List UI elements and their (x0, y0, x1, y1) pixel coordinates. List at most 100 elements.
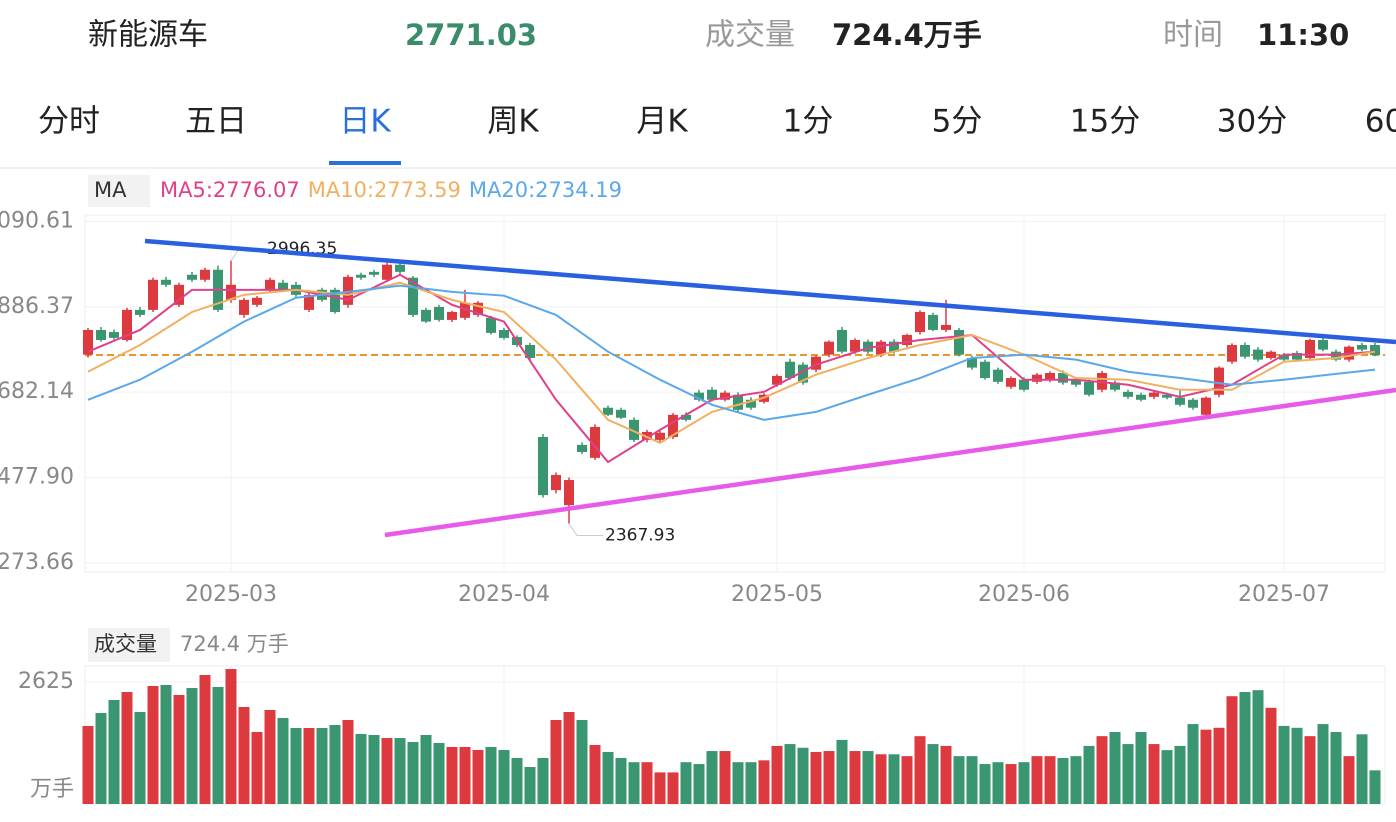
volume-bar (134, 712, 146, 804)
candle-body (668, 414, 678, 437)
tab[interactable]: 五日 (185, 104, 247, 140)
volume-bar (420, 735, 432, 804)
candle-body (200, 269, 210, 280)
legend-entry: MA20:2734.19 (469, 178, 622, 202)
volume-bar (628, 762, 640, 804)
volume-bar (472, 750, 484, 804)
volume-bar (1265, 707, 1277, 804)
volume-bar (823, 751, 835, 804)
y-tick-label: 2682.14 (0, 379, 74, 404)
index-price: 2771.03 (405, 18, 537, 52)
volume-bar (667, 772, 679, 804)
candle-body (148, 279, 158, 310)
candle-body (993, 369, 1003, 382)
candle-body (642, 431, 652, 440)
volume-bar (615, 758, 627, 804)
volume-bar (745, 762, 757, 804)
support-line (384, 387, 1396, 538)
volume-bar (394, 738, 406, 804)
candle-body (1136, 394, 1146, 400)
candle-body (837, 329, 847, 352)
volume-bar (459, 746, 471, 804)
volume-bar (836, 739, 848, 804)
candle-body (1110, 382, 1120, 390)
volume-bar (849, 751, 861, 804)
volume-bar (1122, 744, 1134, 804)
tab[interactable]: 周K (487, 104, 539, 140)
tab[interactable]: 60分 (1365, 104, 1396, 140)
candle-body (161, 279, 171, 285)
candle-body (1084, 381, 1094, 395)
candle-body (824, 341, 834, 355)
volume-bar (433, 742, 445, 804)
ma-line (87, 284, 1376, 421)
candle-body (902, 334, 912, 346)
volume-bar (82, 725, 94, 804)
volume-bar (212, 687, 224, 804)
candle-body (486, 317, 496, 333)
volume-value: 724.4万手 (832, 18, 982, 52)
y-tick-label: 2273.66 (0, 550, 74, 575)
volume-bar (966, 756, 978, 804)
candle-body (304, 294, 314, 310)
x-tick-label: 2025-07 (1238, 582, 1330, 607)
y-tick-label: 2886.37 (0, 294, 74, 319)
candle-body (590, 426, 600, 458)
candle-body (187, 274, 197, 280)
volume-bar (238, 706, 250, 804)
volume-bar (108, 700, 120, 804)
candle-body (954, 329, 964, 355)
volume-bar (771, 745, 783, 804)
volume-bar (186, 688, 198, 804)
legend-box (88, 175, 150, 207)
candle-body (980, 361, 990, 379)
candle-body (577, 444, 587, 453)
volume-chart: 2625 万手 (18, 665, 1386, 805)
candle-body (1292, 352, 1302, 360)
volume-bar (368, 735, 380, 804)
price-chart: 3090.61 2886.37 2682.14 2477.90 2273.66 2025-… (0, 208, 1386, 607)
candle-body (746, 399, 756, 408)
volume-bar (498, 750, 510, 804)
volume-bar (953, 756, 965, 804)
volume-bar (550, 719, 562, 804)
candle-body (1149, 392, 1159, 397)
candle-body (551, 475, 561, 491)
tab[interactable]: 5分 (932, 104, 983, 140)
volume-bar (1330, 731, 1342, 804)
volume-subtitle: 724.4 万手 (180, 632, 289, 656)
volume-bar (693, 764, 705, 804)
candle-body (1318, 339, 1328, 350)
tab[interactable]: 分时 (38, 104, 100, 140)
volume-bar (524, 767, 536, 804)
volume-bar (1018, 762, 1030, 804)
candle-body (369, 271, 379, 275)
ma-line (87, 281, 1376, 444)
tab[interactable]: 日K (339, 104, 391, 140)
volume-bar (303, 727, 315, 804)
volume-bar (1070, 756, 1082, 804)
tab[interactable]: 月K (636, 104, 688, 140)
tab[interactable]: 15分 (1070, 104, 1140, 140)
candle-body (1201, 397, 1211, 415)
candle-body (356, 274, 366, 278)
candle-body (1162, 394, 1172, 398)
tab[interactable]: 30分 (1217, 104, 1287, 140)
volume-bar (225, 669, 237, 804)
tab-indicator (329, 161, 401, 165)
volume-bar (381, 738, 393, 804)
volume-bar (1239, 692, 1251, 804)
volume-bar (95, 713, 107, 804)
volume-bar (680, 762, 692, 804)
volume-bar (1109, 731, 1121, 804)
candle-body (1019, 379, 1029, 390)
volume-bar (1031, 756, 1043, 804)
volume-bar (1343, 756, 1355, 804)
candle-body (1071, 379, 1081, 385)
candle-body (135, 309, 145, 315)
tab[interactable]: 1分 (783, 104, 834, 140)
candle-body (226, 284, 236, 300)
candle-body (655, 432, 665, 440)
candle-body (343, 276, 353, 305)
volume-bar (732, 762, 744, 804)
